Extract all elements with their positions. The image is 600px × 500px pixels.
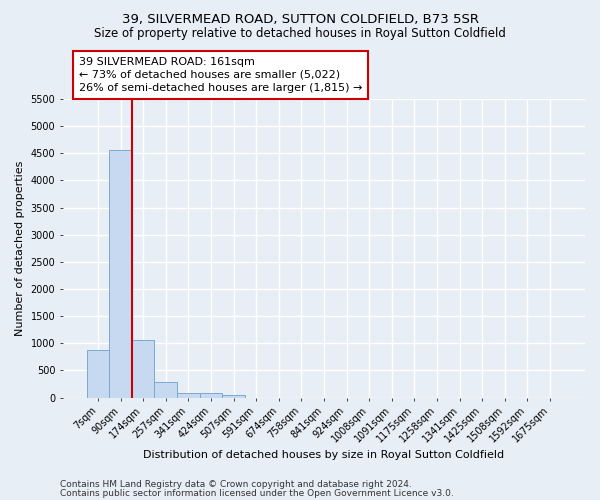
Bar <box>109 150 132 398</box>
Bar <box>200 392 222 398</box>
Text: Contains public sector information licensed under the Open Government Licence v3: Contains public sector information licen… <box>60 488 454 498</box>
Y-axis label: Number of detached properties: Number of detached properties <box>15 160 25 336</box>
Bar <box>86 350 109 398</box>
Bar <box>132 340 154 398</box>
Bar <box>222 394 245 398</box>
X-axis label: Distribution of detached houses by size in Royal Sutton Coldfield: Distribution of detached houses by size … <box>143 450 505 460</box>
Text: 39 SILVERMEAD ROAD: 161sqm
← 73% of detached houses are smaller (5,022)
26% of s: 39 SILVERMEAD ROAD: 161sqm ← 73% of deta… <box>79 56 362 93</box>
Bar <box>177 392 200 398</box>
Bar <box>154 382 177 398</box>
Text: Size of property relative to detached houses in Royal Sutton Coldfield: Size of property relative to detached ho… <box>94 28 506 40</box>
Text: 39, SILVERMEAD ROAD, SUTTON COLDFIELD, B73 5SR: 39, SILVERMEAD ROAD, SUTTON COLDFIELD, B… <box>121 12 479 26</box>
Text: Contains HM Land Registry data © Crown copyright and database right 2024.: Contains HM Land Registry data © Crown c… <box>60 480 412 489</box>
